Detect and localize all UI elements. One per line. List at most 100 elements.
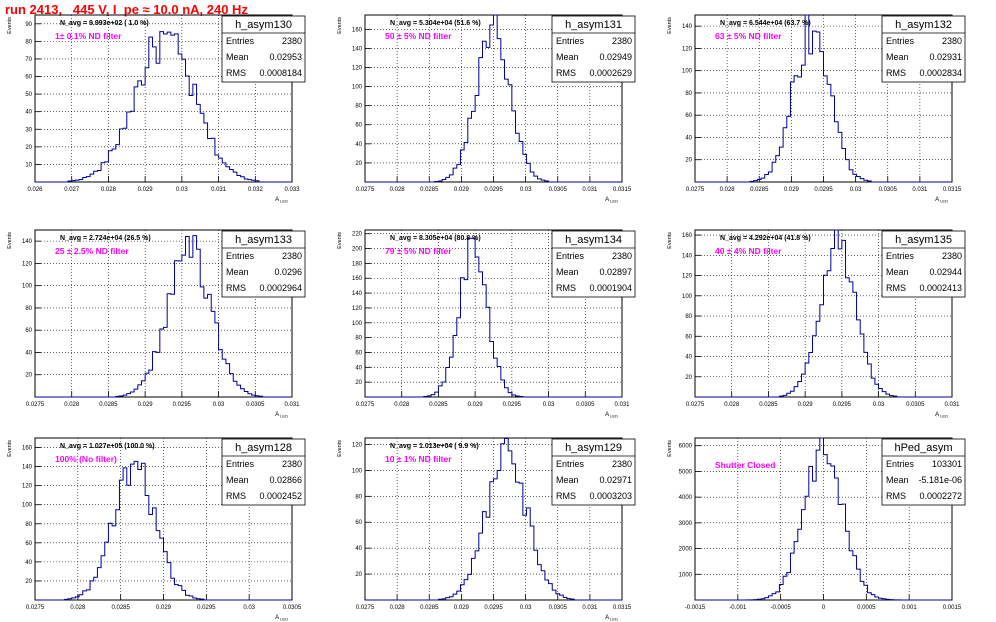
- filter-annotation: 79 ± 5% ND filter: [385, 246, 452, 256]
- x-tick-label: 0.0305: [906, 402, 925, 408]
- x-tick-label: 0.031: [614, 402, 630, 408]
- histogram-panel-h_asym132: 0.0275 0.028 0.0285 0.029 0.0295 0.03 0.0305 0.…: [667, 14, 966, 204]
- stats-box: [221, 438, 306, 506]
- histogram-panel-h_asym133: 0.0275 0.028 0.0285 0.029 0.0295 0.03 0.0305 0.…: [7, 229, 306, 419]
- y-tick-label: 140: [682, 24, 693, 30]
- stat-value: 0.02971: [599, 475, 632, 485]
- stat-label: Mean: [226, 475, 249, 485]
- y-axis-title: Events: [337, 17, 343, 34]
- plot-frame: [364, 229, 623, 398]
- y-tick-label: 60: [355, 520, 362, 526]
- x-tick-label: 0.0295: [197, 605, 216, 611]
- x-tick-label: 0.0305: [879, 187, 898, 193]
- stats-box: [221, 15, 306, 83]
- x-tick-label: 0.031: [582, 605, 598, 611]
- x-tick-label: 0.031: [582, 187, 598, 193]
- filter-annotation: 10 ± 1% ND filter: [385, 454, 452, 464]
- stat-label: RMS: [226, 491, 246, 501]
- stat-label: RMS: [556, 68, 576, 78]
- stat-value: 0.0002413: [919, 283, 962, 293]
- navg-label: N_avg = 8.305e+04 (80.8 %): [390, 235, 481, 242]
- y-tick-label: 50: [25, 92, 32, 98]
- y-axis-title: Events: [337, 440, 343, 457]
- y-tick-label: 1000: [679, 572, 693, 578]
- y-tick-label: 160: [22, 446, 33, 452]
- stat-value: 0.02866: [269, 475, 302, 485]
- y-tick-label: 4000: [679, 495, 693, 501]
- y-tick-label: 40: [685, 355, 692, 361]
- x-tick-label: 0.0295: [173, 402, 192, 408]
- stat-label: RMS: [226, 283, 246, 293]
- stat-label: Entries: [226, 36, 255, 46]
- y-tick-label: 40: [25, 350, 32, 356]
- histogram-trace: [695, 229, 952, 398]
- histogram-panel-h_asym129: 0.0275 0.028 0.0285 0.029 0.0295 0.03 0.0305 0.…: [337, 437, 636, 622]
- x-tick-label: 0.03: [520, 605, 532, 611]
- x-tick-label: 0.0295: [814, 187, 833, 193]
- y-tick-label: 80: [355, 494, 362, 500]
- x-tick-label: 0.0285: [99, 402, 118, 408]
- navg-label: N_avg = 1.013e+04 ( 9.9 %): [390, 443, 479, 450]
- stat-label: Entries: [226, 251, 255, 261]
- y-tick-label: 5000: [679, 469, 693, 475]
- x-tick-label: 0.0275: [356, 605, 375, 611]
- x-tick-label: 0.03: [543, 402, 555, 408]
- y-tick-label: 80: [355, 336, 362, 342]
- x-tick-label: 0.031: [284, 402, 300, 408]
- stat-label: RMS: [556, 491, 576, 501]
- filter-annotation: 100% (No filter): [55, 454, 117, 464]
- y-tick-label: 160: [352, 27, 363, 33]
- x-tick-label: 0.029: [138, 187, 154, 193]
- stat-value: 0.02949: [599, 52, 632, 62]
- stat-label: Mean: [556, 52, 579, 62]
- stat-value: 2380: [282, 459, 302, 469]
- x-tick-label: 0.026: [27, 187, 43, 193]
- y-tick-label: 60: [355, 350, 362, 356]
- histogram-trace: [35, 460, 292, 601]
- stat-value: 0.02944: [929, 267, 962, 277]
- x-tick-label: 0.029: [454, 187, 470, 193]
- x-tick-label: 0.029: [156, 605, 172, 611]
- x-tick-label: 0.0285: [420, 605, 439, 611]
- histogram-name: h_asym131: [565, 19, 622, 31]
- navg-label: N_avg = 6.544e+04 (63.7 %): [720, 20, 811, 27]
- x-axis-title: A LED: [275, 197, 288, 204]
- x-tick-label: 0.0315: [613, 187, 632, 193]
- histogram-trace: [695, 437, 952, 601]
- y-tick-label: 100: [682, 69, 693, 75]
- y-tick-label: 20: [685, 158, 692, 164]
- y-axis-title: Events: [667, 440, 673, 457]
- stat-value: 0.0002964: [259, 283, 302, 293]
- stat-label: Entries: [556, 251, 585, 261]
- x-tick-label: 0: [822, 605, 826, 611]
- x-axis-title: A LED: [605, 412, 618, 419]
- stat-label: Entries: [556, 36, 585, 46]
- plot-frame: [34, 229, 293, 398]
- y-axis-title: Events: [7, 17, 13, 34]
- y-tick-label: 20: [355, 161, 362, 167]
- stat-value: 0.02897: [599, 267, 632, 277]
- y-tick-label: 60: [685, 334, 692, 340]
- stat-value: 0.0296: [274, 267, 302, 277]
- x-tick-label: 0.001: [902, 605, 918, 611]
- y-tick-label: 120: [22, 484, 33, 490]
- navg-label: N_avg = 2.724e+04 (26.5 %): [60, 235, 151, 242]
- filter-annotation: 25 ± 2.5% ND filter: [55, 246, 129, 256]
- y-tick-label: 2000: [679, 547, 693, 553]
- stat-label: Mean: [886, 52, 909, 62]
- y-tick-label: 140: [682, 253, 693, 259]
- stat-value: 0.02931: [929, 52, 962, 62]
- stat-label: RMS: [886, 283, 906, 293]
- x-tick-label: 0.0275: [686, 402, 705, 408]
- histogram-name: h_asym132: [895, 19, 952, 31]
- histogram-name: h_asym129: [565, 442, 622, 454]
- y-tick-label: 40: [355, 142, 362, 148]
- x-tick-label: 0.03: [850, 187, 862, 193]
- x-tick-label: 0.0305: [549, 605, 568, 611]
- histogram-panel-hPed_asym: -0.0015 -0.001 -0.0005 0 0.0005 0.001 0.0015 10…: [667, 437, 966, 611]
- y-tick-label: 60: [25, 541, 32, 547]
- x-tick-label: 0.0305: [283, 605, 302, 611]
- y-tick-label: 20: [25, 373, 32, 379]
- navg-label: N_avg = 4.292e+04 (41.8 %): [720, 235, 811, 242]
- x-tick-label: 0.0285: [420, 187, 439, 193]
